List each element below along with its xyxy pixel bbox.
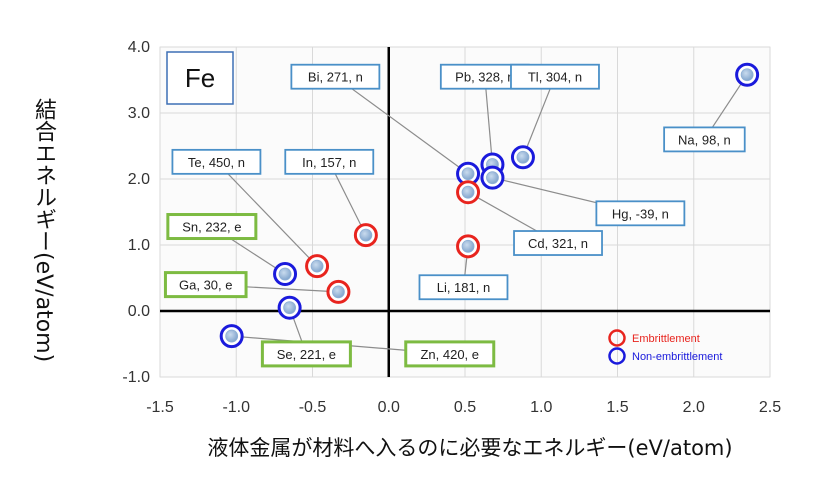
leader-line bbox=[335, 76, 469, 175]
x-tick-label: -1.5 bbox=[146, 399, 174, 416]
data-label: Ga, 30, e bbox=[179, 278, 232, 293]
x-tick-label: 0.5 bbox=[454, 399, 476, 416]
y-tick-label: 4.0 bbox=[128, 39, 150, 56]
leader-line bbox=[522, 76, 556, 158]
data-point bbox=[486, 171, 499, 185]
grid-lines bbox=[159, 46, 771, 378]
data-label: Pb, 328, n bbox=[455, 70, 514, 85]
data-point bbox=[516, 150, 530, 164]
data-label-box bbox=[166, 213, 258, 241]
data-label-box bbox=[284, 148, 375, 175]
x-tick-label: 1.5 bbox=[606, 399, 628, 416]
y-axis-label-container: 結合エネルギー(eV/atom) bbox=[8, 40, 78, 420]
legend-marker bbox=[608, 347, 626, 365]
data-label-box bbox=[290, 63, 381, 90]
y-tick-label: 1.0 bbox=[128, 237, 150, 254]
tick-labels: -1.5 -1.0 -0.5 0.0 0.5 1.0 1.5 2.0 2.5 -1.0 0.0 1.0… bbox=[122, 39, 781, 416]
data-label: Se, 221, e bbox=[277, 347, 336, 362]
data-point bbox=[332, 285, 345, 299]
leader-line bbox=[215, 161, 318, 267]
data-label-box bbox=[260, 340, 352, 368]
x-tick-label: -0.5 bbox=[299, 399, 327, 416]
data-point bbox=[461, 239, 475, 253]
y-axis-label: 結合エネルギー(eV/atom) bbox=[31, 97, 56, 363]
y-tick-label: 2.0 bbox=[128, 171, 150, 188]
data-label: Zn, 420, e bbox=[420, 347, 479, 362]
data-point bbox=[225, 329, 239, 343]
axes bbox=[160, 47, 770, 377]
legend-marker bbox=[608, 329, 626, 347]
data-label: Li, 181, n bbox=[437, 280, 491, 295]
x-tick-label: 1.0 bbox=[530, 399, 552, 416]
x-tick-label: 2.0 bbox=[683, 399, 705, 416]
data-point bbox=[278, 267, 292, 281]
x-axis-label: 液体金属が材料へ入るのに必要なエネルギー(eV/atom) bbox=[207, 436, 733, 460]
y-tick-label: 3.0 bbox=[128, 105, 150, 122]
data-points bbox=[219, 62, 760, 349]
x-tick-label: 0.0 bbox=[378, 399, 400, 416]
legend-label: Non-embrittlement bbox=[632, 351, 722, 363]
data-label: Hg, -39, n bbox=[612, 206, 669, 221]
x-tick-label: -1.0 bbox=[222, 399, 250, 416]
data-point bbox=[740, 68, 754, 82]
data-label-box bbox=[404, 340, 496, 368]
data-point bbox=[359, 228, 373, 242]
data-label: Tl, 304, n bbox=[528, 70, 582, 85]
data-label-box bbox=[513, 230, 603, 256]
y-tick-label: -1.0 bbox=[122, 369, 150, 386]
legend: Embrittlement Non-embrittlement bbox=[608, 329, 722, 365]
data-label-box bbox=[595, 200, 686, 227]
data-label-box bbox=[171, 148, 262, 175]
data-label-boxes: Bi, 271, n Pb, 328, n Tl, 304, n Na, 98, n H… bbox=[163, 63, 746, 368]
chart-title-box: Fe bbox=[166, 51, 234, 105]
data-label: Cd, 321, n bbox=[528, 236, 588, 251]
data-point bbox=[310, 259, 324, 273]
data-label: Bi, 271, n bbox=[308, 70, 363, 85]
chart-title: Fe bbox=[185, 63, 215, 93]
leader-line bbox=[484, 76, 494, 165]
legend-label: Embrittlement bbox=[632, 333, 700, 345]
data-point bbox=[461, 185, 475, 199]
data-label: In, 157, n bbox=[302, 155, 356, 170]
data-label-box bbox=[418, 274, 509, 301]
data-label: Sn, 232, e bbox=[182, 220, 241, 235]
data-label-box bbox=[663, 126, 746, 153]
data-point bbox=[461, 167, 475, 181]
data-label-box bbox=[510, 63, 600, 90]
data-point bbox=[283, 301, 297, 315]
data-label: Na, 98, n bbox=[678, 132, 731, 147]
y-tick-label: 0.0 bbox=[128, 303, 150, 320]
data-label: Te, 450, n bbox=[188, 155, 245, 170]
data-label-box bbox=[163, 271, 248, 299]
x-tick-label: 2.5 bbox=[759, 399, 781, 416]
